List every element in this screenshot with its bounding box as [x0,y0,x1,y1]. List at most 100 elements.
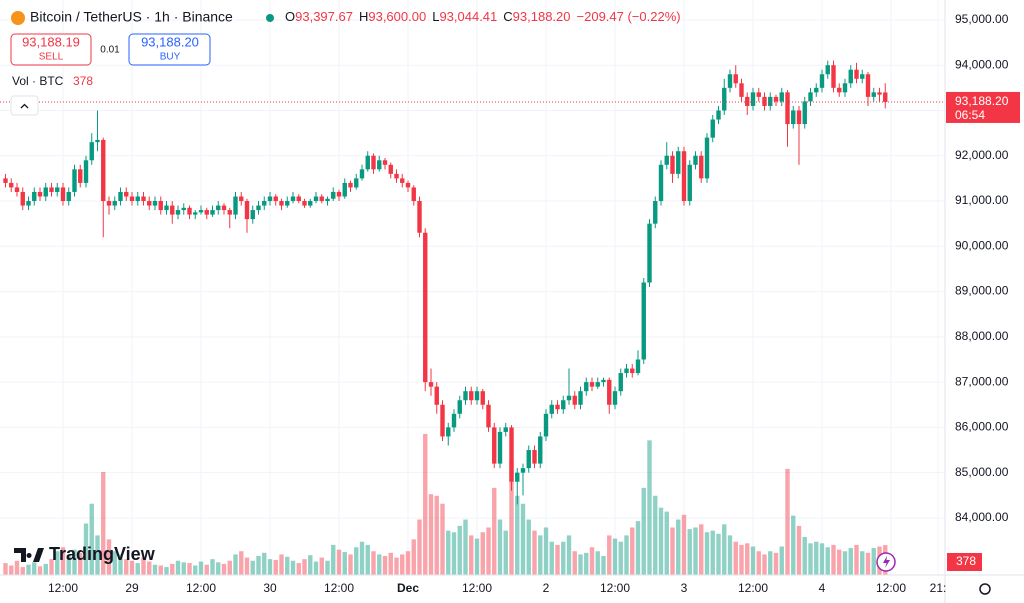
candle-body [607,379,612,405]
buy-label[interactable]: BUY [160,52,181,63]
sell-button[interactable] [10,33,92,66]
collapse-button[interactable] [10,95,39,116]
candle-body [273,196,278,202]
candle-body [791,110,796,125]
candle-body [250,210,255,220]
candle-body [664,155,669,165]
alert-icon[interactable] [883,556,890,568]
ohlc-key: O [285,9,295,24]
volume-bar [359,541,365,575]
volume-bar [319,557,324,575]
volume-bar [854,544,859,575]
volume-bar [221,563,227,575]
x-tick-label: 2 [543,581,550,595]
sell-label[interactable]: SELL [39,52,64,63]
y-tick-label: 86,000.00 [955,420,1009,434]
candle-body [658,164,664,202]
volume-bar [348,554,353,575]
candle-body [106,201,112,206]
volume-bar [773,552,779,575]
candle-body [446,427,451,437]
candle-body [193,212,198,215]
x-tick-label: 12:00 [48,581,78,595]
candle-body [43,187,48,197]
candles [3,60,888,505]
volume-bar [664,511,669,575]
x-tick-label: 12:00 [324,581,354,595]
candle-body [555,404,560,410]
y-tick-label: 87,000.00 [955,374,1009,388]
candle-body [463,391,468,401]
candle-body [66,191,71,202]
volume-bar [710,530,715,575]
x-tick-label: 29 [125,581,139,595]
volume-bar [371,551,376,575]
y-tick-label: 95,000.00 [955,12,1009,26]
candle-body [210,210,215,215]
candle-body [244,201,250,220]
volume-bar [49,559,54,575]
candle-body [296,196,301,202]
candle-body [503,427,508,432]
candle-body [871,92,876,97]
volume-bar [589,547,595,575]
volume-bar [446,530,451,575]
volume-bar [595,551,600,575]
candle-body [371,155,376,170]
volume-bar [37,566,43,575]
watermark: TradingView [49,544,156,564]
volume-bar [555,544,560,575]
candle-body [365,155,370,170]
change: −209.47 (−0.22%) [577,9,681,24]
volume-bar [733,541,738,575]
candle-body [584,382,589,392]
volume-bar [256,555,261,575]
collapse-icon[interactable] [20,103,29,109]
candle-body [118,191,123,202]
spread: 0.01 [100,45,120,56]
candle-body [716,110,721,120]
volume-bar [745,543,750,575]
candle-body [681,151,687,202]
candle-body [336,191,342,197]
volume-bar [290,560,296,575]
candle-body [60,187,66,202]
volume-bar [779,546,784,575]
volume-bar [670,527,675,575]
volume-bar [313,561,319,575]
volume-bar [296,563,301,575]
settings-button[interactable] [979,583,991,595]
volume-bar [244,557,250,575]
candle-body [877,92,882,95]
buy-price[interactable]: 93,188.20 [141,34,199,49]
volume-bar [618,541,623,575]
x-tick-label: Dec [397,581,419,595]
buy-button[interactable] [128,33,211,66]
volume-bar [739,544,744,575]
volume-bar [722,524,727,575]
volume-bar [624,535,629,575]
candle-body [722,87,727,111]
volume-bar [112,551,117,575]
volume-bar [331,544,336,575]
volume-bar [89,503,94,575]
candle-body [630,368,635,374]
candle-body [451,413,457,428]
volume-bar [354,547,359,575]
y-tick-label: 91,000.00 [955,193,1009,207]
volume-bar [848,548,853,575]
volume-bar [578,554,583,575]
candle-body [808,92,813,102]
candle-body [572,395,577,405]
x-tick-label: 12:00 [600,581,630,595]
ohlc-key: C [503,9,512,24]
volume-bar [572,551,577,575]
candle-body [319,196,324,202]
x-tick-label: 4 [819,581,826,595]
volume-bar [658,507,664,575]
volume-bar [72,549,77,575]
volume-bar [750,546,756,575]
x-tick-label: 12:00 [876,581,906,595]
sell-price[interactable]: 93,188.19 [22,34,80,49]
volume-bar [860,551,865,575]
